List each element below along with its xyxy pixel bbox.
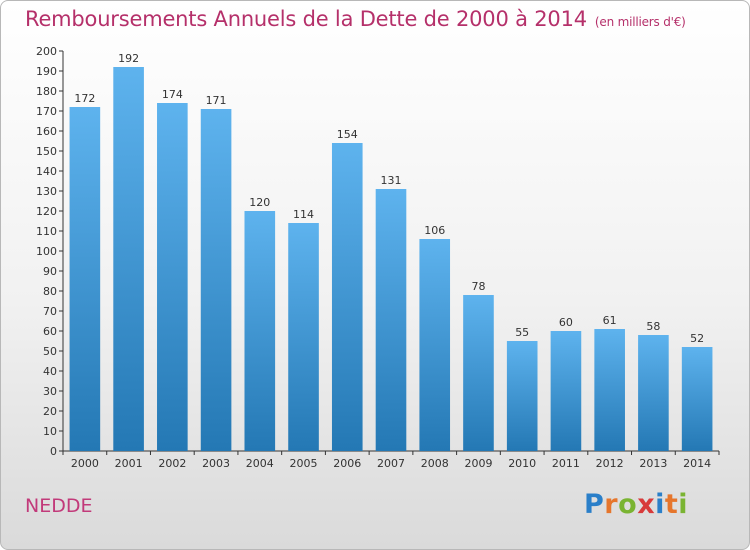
logo-letter: i [678,489,689,520]
bar-2008 [419,239,451,451]
y-tick-label: 60 [43,325,57,338]
bar-2011 [550,331,582,451]
bar-value-label: 174 [162,88,183,101]
bar-2000 [69,107,101,451]
axes: 0 10 20 30 40 50 60 70 80 90 100 110 120 130 140 150 160… [36,45,720,458]
y-tick-label: 160 [36,125,57,138]
bar-2003 [200,109,232,451]
x-tick-label: 2008 [421,457,449,470]
bar-2013 [638,335,669,451]
y-tick-label: 200 [36,45,57,58]
x-tick-label: 2009 [464,457,492,470]
y-tick-label: 100 [36,245,57,258]
bar-2005 [288,223,319,451]
y-tick-label: 70 [43,305,57,318]
x-tick-label: 2004 [246,457,274,470]
location-name: NEDDE [25,495,93,517]
bar-value-label: 55 [515,326,529,339]
bar-value-label: 61 [603,314,617,327]
bar-2014 [681,347,713,451]
y-tick-label: 90 [43,265,57,278]
logo-letter: i [655,489,665,520]
bar-value-label: 131 [381,174,402,187]
bar-value-label: 58 [646,320,660,333]
y-tick-label: 130 [36,185,57,198]
x-tick-label: 2002 [158,457,186,470]
x-tick-label: 2003 [202,457,230,470]
x-tick-label: 2007 [377,457,405,470]
bar-2009 [463,295,494,451]
y-tick-label: 40 [43,365,57,378]
bars [69,67,713,451]
bar-2006 [331,143,363,451]
bar-2012 [594,329,625,451]
proxiti-logo: Proxiti [584,489,688,520]
logo-letter: P [584,489,605,520]
bar-2001 [113,67,144,451]
bar-2004 [244,211,276,451]
bar-value-label: 78 [471,280,485,293]
y-tick-label: 140 [36,165,57,178]
x-tick-label: 2011 [552,457,580,470]
bar-value-label: 192 [118,52,139,65]
bar-value-label: 154 [337,128,358,141]
logo-letter: r [604,489,619,520]
logo-letter: x [637,489,656,520]
bar-value-label: 120 [249,196,270,209]
y-tick-label: 120 [36,205,57,218]
x-tick-label: 2014 [683,457,711,470]
y-tick-label: 50 [43,345,57,358]
bar-2002 [157,103,188,451]
bar-2007 [375,189,407,451]
x-tick-label: 2005 [290,457,318,470]
logo-letter: t [664,489,679,520]
y-tick-label: 20 [43,405,57,418]
x-tick-label: 2006 [333,457,361,470]
bar-value-label: 52 [690,332,704,345]
y-tick-label: 190 [36,65,57,78]
x-tick-label: 2013 [639,457,667,470]
labels: 172 2000 192 2001 174 2002 171 2003 120 2004 114 20… [71,52,711,470]
bar-2010 [506,341,538,451]
y-tick-label: 80 [43,285,57,298]
bar-value-label: 106 [424,224,445,237]
logo-letter: o [618,489,638,520]
bar-value-label: 171 [206,94,227,107]
y-tick-label: 30 [43,385,57,398]
y-tick-label: 150 [36,145,57,158]
chart-unit: (en milliers d'€) [594,15,686,29]
x-tick-label: 2000 [71,457,99,470]
chart-title: Remboursements Annuels de la Dette de 20… [25,7,686,31]
chart-title-text: Remboursements Annuels de la Dette de 20… [25,7,587,31]
bar-value-label: 114 [293,208,314,221]
y-tick-label: 0 [50,445,57,458]
x-tick-label: 2010 [508,457,536,470]
y-tick-label: 180 [36,85,57,98]
x-tick-label: 2012 [596,457,624,470]
x-tick-label: 2001 [115,457,143,470]
bar-value-label: 172 [74,92,95,105]
y-tick-label: 170 [36,105,57,118]
y-tick-label: 110 [36,225,57,238]
bar-value-label: 60 [559,316,573,329]
y-tick-label: 10 [43,425,57,438]
